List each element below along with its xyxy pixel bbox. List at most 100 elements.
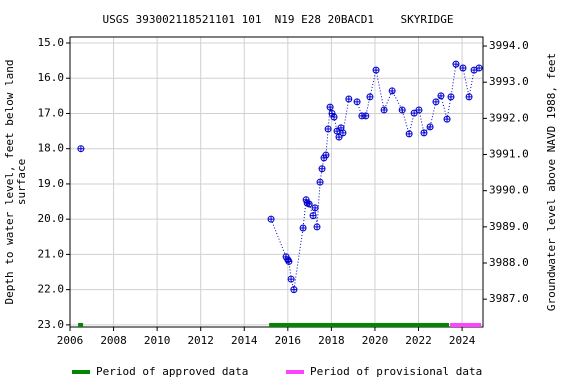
- y-tick-label: 22.0: [38, 283, 65, 296]
- data-point: [388, 87, 396, 95]
- data-point: [405, 130, 413, 138]
- y-tick-label: 19.0: [38, 177, 65, 190]
- data-point: [452, 60, 460, 68]
- x-tick-label: 2010: [144, 334, 171, 347]
- data-point-cross: [471, 67, 478, 74]
- period-bar: [269, 323, 450, 327]
- y2-axis-label: Groundwater level above NAVD 1988, feet: [545, 53, 558, 311]
- data-point-cross: [399, 106, 406, 113]
- data-point: [326, 103, 334, 111]
- data-point-cross: [447, 93, 454, 100]
- data-point: [285, 257, 293, 265]
- y2-tick-label: 3987.0: [489, 292, 529, 305]
- data-point: [313, 223, 321, 231]
- data-point: [77, 145, 85, 153]
- data-point: [447, 93, 455, 101]
- data-point: [372, 66, 380, 74]
- data-point: [475, 64, 483, 72]
- y-axis-label: Depth to water level, feet below landsur…: [3, 59, 28, 304]
- data-point: [337, 124, 345, 132]
- data-point: [305, 200, 313, 208]
- period-bar: [78, 323, 84, 327]
- data-point: [290, 286, 298, 294]
- x-tick-label: 2008: [100, 334, 127, 347]
- data-point-cross: [339, 129, 346, 136]
- data-point-cross: [77, 145, 84, 152]
- data-point-cross: [373, 67, 380, 74]
- data-point: [322, 151, 330, 159]
- chart-title: USGS 393002118521101 101 N19 E28 20BACD1…: [103, 13, 454, 26]
- y2-tick-label: 3993.0: [489, 75, 529, 88]
- data-point: [267, 215, 275, 223]
- data-point: [459, 64, 467, 72]
- legend-label: Period of approved data: [96, 365, 248, 378]
- data-point-cross: [466, 93, 473, 100]
- data-point: [432, 98, 440, 106]
- y-axis-label-line: Depth to water level, feet below land: [3, 59, 16, 304]
- y-tick-label: 15.0: [38, 36, 65, 49]
- data-point: [328, 109, 336, 117]
- data-point-cross: [314, 223, 321, 230]
- y2-tick-label: 3992.0: [489, 111, 529, 124]
- data-point-cross: [285, 258, 292, 265]
- data-point: [330, 113, 338, 121]
- y2-tick-label: 3991.0: [489, 148, 529, 161]
- data-point: [426, 123, 434, 131]
- y-tick-label: 23.0: [38, 318, 65, 331]
- data-point: [316, 178, 324, 186]
- data-point: [398, 106, 406, 114]
- data-point: [437, 92, 445, 100]
- data-point-cross: [329, 110, 336, 117]
- data-point-cross: [415, 106, 422, 113]
- x-tick-label: 2006: [57, 334, 84, 347]
- x-tick-label: 2016: [275, 334, 302, 347]
- y-tick-label: 20.0: [38, 212, 65, 225]
- data-point-cross: [459, 65, 466, 72]
- data-point: [415, 106, 423, 114]
- data-point: [324, 125, 332, 133]
- data-point: [287, 275, 295, 283]
- data-point: [420, 129, 428, 137]
- data-point-cross: [325, 125, 332, 132]
- data-point-cross: [310, 212, 317, 219]
- data-point: [345, 95, 353, 103]
- data-point: [318, 165, 326, 173]
- data-point: [353, 98, 361, 106]
- data-point-cross: [362, 112, 369, 119]
- data-point-cross: [290, 286, 297, 293]
- data-point-cross: [381, 106, 388, 113]
- data-point-cross: [336, 134, 343, 141]
- data-point: [366, 93, 374, 101]
- y2-tick-label: 3989.0: [489, 220, 529, 233]
- data-point: [380, 106, 388, 114]
- data-point: [443, 115, 451, 123]
- data-point-cross: [337, 124, 344, 131]
- data-point: [311, 204, 319, 212]
- legend-label: Period of provisional data: [310, 365, 482, 378]
- data-point-cross: [437, 92, 444, 99]
- data-point: [339, 129, 347, 137]
- data-point-cross: [427, 123, 434, 130]
- data-point-cross: [268, 216, 275, 223]
- data-point-cross: [444, 116, 451, 123]
- data-point-cross: [317, 179, 324, 186]
- data-point: [335, 133, 343, 141]
- data-point-cross: [452, 61, 459, 68]
- y2-tick-label: 3994.0: [489, 39, 529, 52]
- plot-frame: [69, 36, 484, 328]
- x-tick-label: 2024: [449, 334, 476, 347]
- y2-tick-label: 3990.0: [489, 184, 529, 197]
- period-bar: [450, 323, 482, 327]
- data-point-cross: [389, 87, 396, 94]
- y-tick-label: 17.0: [38, 106, 65, 119]
- data-point-cross: [345, 96, 352, 103]
- data-point-cross: [366, 93, 373, 100]
- data-point-cross: [476, 65, 483, 72]
- x-tick-label: 2020: [362, 334, 389, 347]
- data-point-cross: [331, 113, 338, 120]
- x-tick-label: 2014: [231, 334, 258, 347]
- data-point: [410, 109, 418, 117]
- data-point-cross: [420, 129, 427, 136]
- y-tick-label: 18.0: [38, 142, 65, 155]
